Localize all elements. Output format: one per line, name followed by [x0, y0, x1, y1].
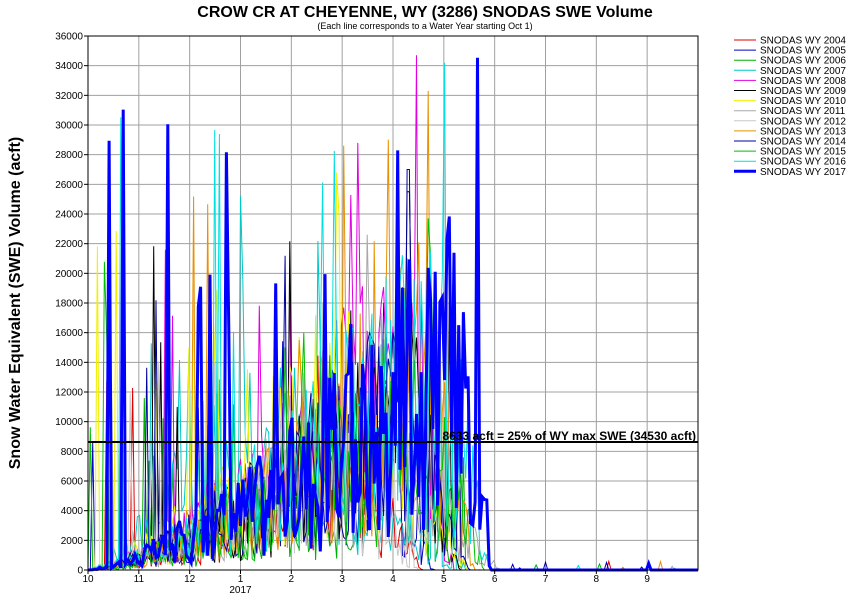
y-tick-label: 26000 — [55, 180, 83, 191]
x-tick-label: 12 — [184, 574, 196, 585]
y-axis-ticks: 0 2000 4000 6000 8000 10000 12000 14000 16000 180… — [55, 32, 88, 577]
y-tick-label: 0 — [77, 566, 83, 577]
y-tick-label: 22000 — [55, 239, 83, 250]
legend-entry: SNODAS WY 2017 — [760, 167, 846, 178]
y-tick-label: 32000 — [55, 91, 83, 102]
y-tick-label: 24000 — [55, 210, 83, 221]
x-axis-ticks: 10 11 12 1 2 3 4 5 6 7 8 9 — [82, 570, 650, 585]
y-tick-label: 28000 — [55, 150, 83, 161]
y-tick-label: 14000 — [55, 358, 83, 369]
y-tick-label: 16000 — [55, 328, 83, 339]
y-tick-label: 8000 — [61, 447, 84, 458]
grid — [87, 35, 698, 571]
reference-line-label: 8633 acft = 25% of WY max SWE (34530 acf… — [442, 429, 696, 443]
legend-entry: SNODAS WY 2006 — [760, 56, 846, 67]
y-tick-label: 20000 — [55, 269, 83, 280]
y-axis-label: Snow Water Equivalent (SWE) Volume (acft… — [7, 137, 24, 469]
legend-entry: SNODAS WY 2016 — [760, 157, 846, 168]
chart-subtitle: (Each line corresponds to a Water Year s… — [317, 21, 532, 31]
legend-entry: SNODAS WY 2005 — [760, 46, 846, 57]
x-tick-label: 10 — [82, 574, 94, 585]
x-tick-label: 8 — [594, 574, 600, 585]
y-tick-label: 30000 — [55, 121, 83, 132]
x-tick-label: 6 — [492, 574, 498, 585]
legend-entry: SNODAS WY 2007 — [760, 66, 846, 77]
x-tick-label: 9 — [644, 574, 650, 585]
x-tick-label: 4 — [390, 574, 396, 585]
legend-entry: SNODAS WY 2012 — [760, 116, 846, 127]
chart-title: CROW CR AT CHEYENNE, WY (3286) SNODAS SW… — [197, 4, 653, 21]
legend-entry: SNODAS WY 2015 — [760, 147, 846, 158]
x-tick-label: 7 — [543, 574, 549, 585]
reference-line-group: 8633 acft = 25% of WY max SWE (34530 acf… — [88, 429, 698, 443]
legend-entry: SNODAS WY 2004 — [760, 36, 846, 47]
y-tick-label: 4000 — [61, 506, 84, 517]
y-tick-label: 2000 — [61, 536, 84, 547]
x-tick-label: 1 — [238, 574, 244, 585]
y-tick-label: 18000 — [55, 299, 83, 310]
legend-entry: SNODAS WY 2011 — [760, 106, 846, 117]
legend-entry: SNODAS WY 2014 — [760, 137, 846, 148]
y-tick-label: 36000 — [55, 32, 83, 43]
y-tick-label: 10000 — [55, 417, 83, 428]
x-tick-label: 11 — [134, 574, 145, 585]
legend-entry: SNODAS WY 2010 — [760, 96, 846, 107]
legend-entry: SNODAS WY 2009 — [760, 86, 846, 97]
y-tick-label: 34000 — [55, 61, 83, 72]
y-tick-label: 12000 — [55, 388, 83, 399]
legend-entry: SNODAS WY 2013 — [760, 126, 846, 137]
year-label: 2017 — [229, 585, 252, 596]
y-tick-label: 6000 — [61, 477, 84, 488]
x-tick-label: 5 — [441, 574, 447, 585]
legend-entry: SNODAS WY 2008 — [760, 76, 846, 87]
x-tick-label: 3 — [339, 574, 345, 585]
x-tick-label: 2 — [289, 574, 295, 585]
